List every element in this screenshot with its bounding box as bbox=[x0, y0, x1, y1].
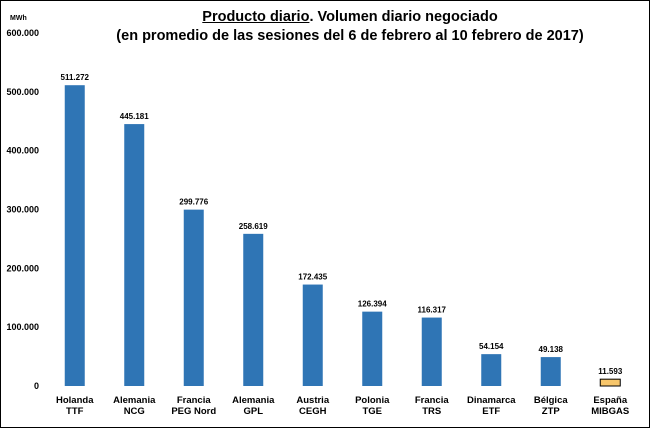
y-tick-label: 200.000 bbox=[6, 263, 39, 273]
x-tick-label: ETF bbox=[482, 406, 500, 417]
x-tick-label: Alemania bbox=[232, 395, 275, 406]
data-label: 445.181 bbox=[120, 112, 149, 121]
data-label: 172.435 bbox=[298, 273, 327, 282]
bar bbox=[481, 354, 502, 386]
bar bbox=[540, 357, 561, 386]
data-label: 49.138 bbox=[539, 345, 564, 354]
bar bbox=[421, 317, 442, 386]
data-label: 54.154 bbox=[479, 342, 504, 351]
bar bbox=[302, 284, 323, 386]
x-tick-label: Polonia bbox=[355, 395, 390, 406]
y-tick-label: 400.000 bbox=[6, 146, 39, 156]
data-label: 116.317 bbox=[418, 306, 447, 315]
x-tick-label: Francia bbox=[177, 395, 212, 406]
bar bbox=[243, 233, 264, 386]
x-tick-label: PEG Nord bbox=[171, 406, 216, 417]
x-tick-label: TTF bbox=[66, 406, 84, 417]
data-label: 126.394 bbox=[358, 300, 387, 309]
x-tick-label: CEGH bbox=[299, 406, 327, 417]
y-tick-label: 100.000 bbox=[6, 322, 39, 332]
x-tick-label: TGE bbox=[362, 406, 382, 417]
y-axis-label: MWh bbox=[10, 15, 27, 22]
x-tick-label: ZTP bbox=[542, 406, 561, 417]
x-tick-label: Austria bbox=[296, 395, 329, 406]
chart-title-rest: . Volumen diario negociado bbox=[309, 9, 498, 25]
y-tick-label: 300.000 bbox=[6, 205, 39, 215]
data-label: 299.776 bbox=[179, 198, 208, 207]
x-tick-label: MIBGAS bbox=[591, 406, 629, 417]
chart-title-line2: (en promedio de las sesiones del 6 de fe… bbox=[116, 28, 584, 44]
x-tick-label: NCG bbox=[124, 406, 145, 417]
data-label: 258.619 bbox=[239, 222, 268, 231]
chart-title-line1: Producto diario. Volumen diario negociad… bbox=[90, 8, 610, 27]
bar bbox=[183, 209, 204, 386]
bar bbox=[362, 311, 383, 386]
data-label: 511.272 bbox=[61, 73, 90, 82]
x-tick-label: Alemania bbox=[113, 395, 156, 406]
bar bbox=[64, 85, 85, 387]
chart-title-underlined: Producto diario bbox=[202, 9, 310, 25]
x-tick-label: Holanda bbox=[56, 395, 94, 406]
bar bbox=[124, 124, 145, 386]
x-tick-label: Dinamarca bbox=[467, 395, 516, 406]
chart-title: Producto diario. Volumen diario negociad… bbox=[90, 8, 610, 46]
x-tick-label: España bbox=[593, 395, 628, 406]
bar bbox=[599, 378, 621, 387]
x-tick-label: TRS bbox=[422, 406, 441, 417]
x-tick-label: GPL bbox=[243, 406, 263, 417]
x-tick-label: Francia bbox=[415, 395, 450, 406]
y-tick-label: 600.000 bbox=[6, 28, 39, 38]
y-tick-label: 500.000 bbox=[6, 87, 39, 97]
x-tick-label: Bélgica bbox=[534, 395, 569, 406]
data-label: 11.593 bbox=[598, 367, 623, 376]
y-tick-label: 0 bbox=[34, 381, 39, 391]
